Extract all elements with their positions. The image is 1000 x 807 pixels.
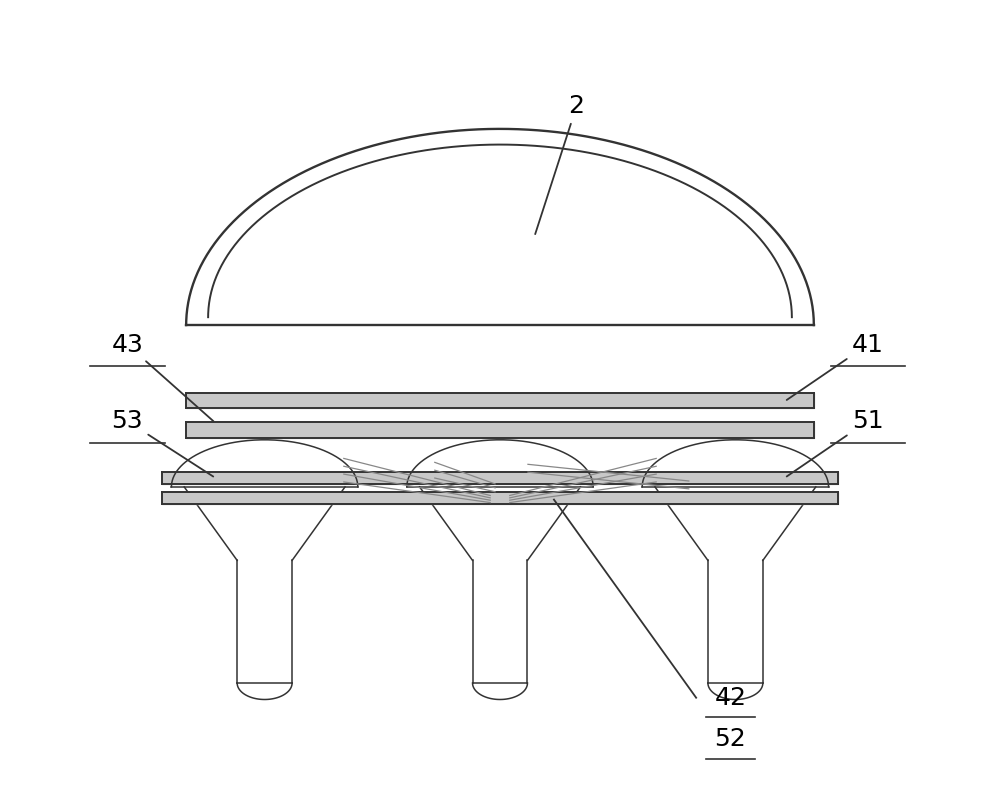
Text: 42: 42 <box>714 686 746 709</box>
Text: 53: 53 <box>111 409 213 476</box>
Text: 2: 2 <box>535 94 584 234</box>
Text: 51: 51 <box>787 409 884 476</box>
Text: 43: 43 <box>111 332 214 421</box>
Text: 41: 41 <box>787 332 884 400</box>
Text: 52: 52 <box>715 727 746 751</box>
